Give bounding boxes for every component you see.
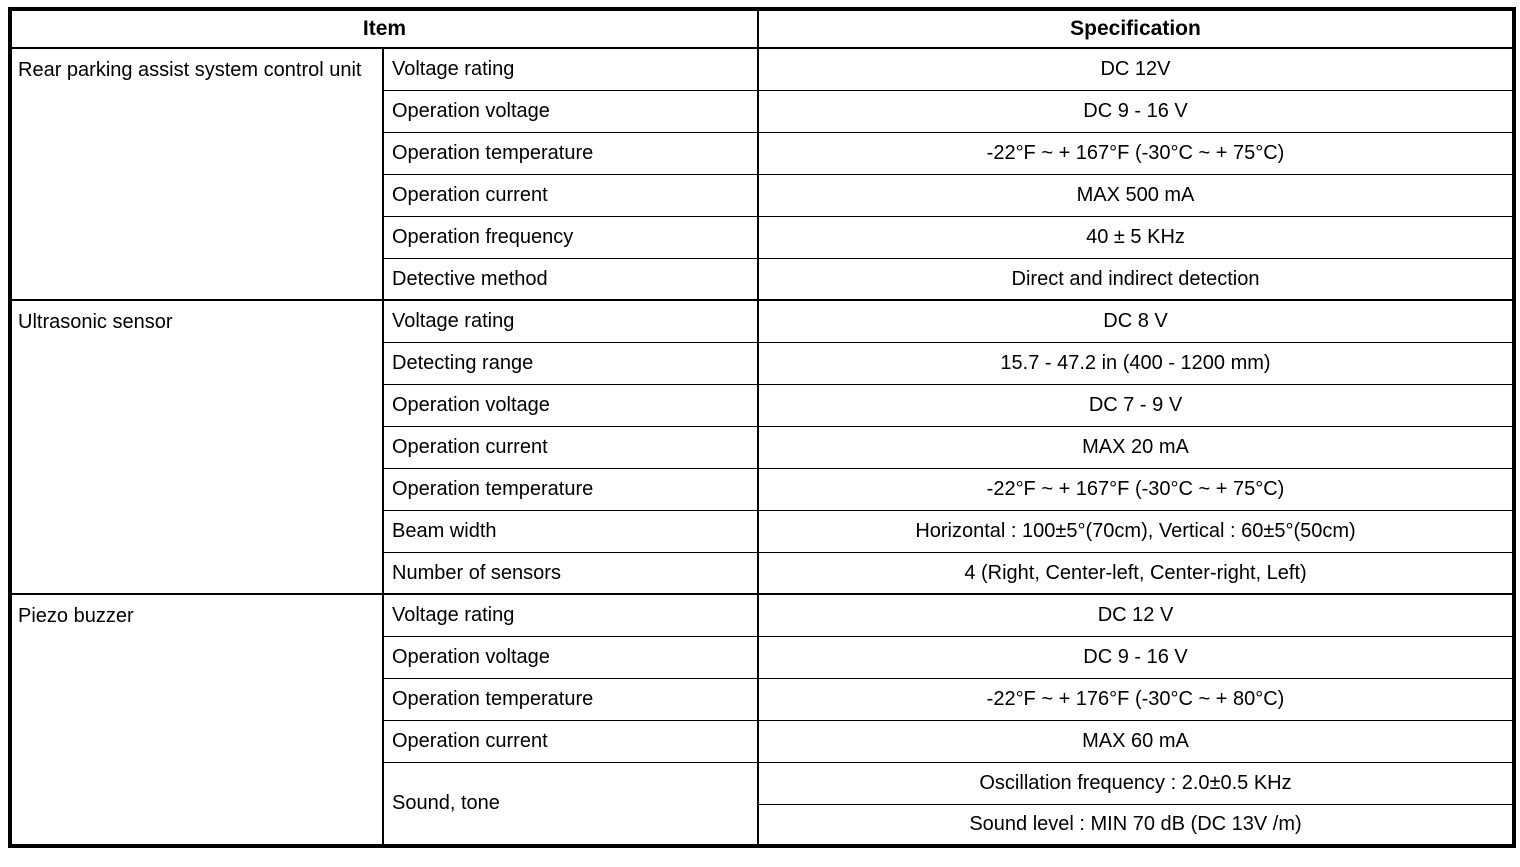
table-row: Number of sensors 4 (Right, Center-left,… [10,551,1515,595]
item-cell: Operation current [382,173,759,217]
table-row: Operation temperature -22°F ~ + 167°F (-… [10,467,1515,511]
spec-cell: 4 (Right, Center-left, Center-right, Lef… [757,551,1515,595]
spec-cell: DC 12 V [757,593,1515,637]
table-row: Operation voltage DC 7 - 9 V [10,383,1515,427]
table-row: Operation frequency 40 ± 5 KHz [10,215,1515,259]
specification-table: Item Specification Rear parking assist s… [8,7,1516,848]
spec-cell: DC 9 - 16 V [757,635,1515,679]
item-cell: Operation current [382,425,759,469]
spec-cell: Oscillation frequency : 2.0±0.5 KHz [757,761,1515,805]
item-cell: Operation frequency [382,215,759,259]
item-cell: Operation temperature [382,467,759,511]
table-row: Operation current MAX 60 mA [10,719,1515,763]
table-row: Beam width Horizontal : 100±5°(70cm), Ve… [10,509,1515,553]
spec-cell: -22°F ~ + 176°F (-30°C ~ + 80°C) [757,677,1515,721]
spec-cell: MAX 60 mA [757,719,1515,763]
item-cell: Detecting range [382,341,759,385]
spec-cell: 40 ± 5 KHz [757,215,1515,259]
spec-cell: Direct and indirect detection [757,257,1515,301]
item-cell: Operation voltage [382,89,759,133]
spec-cell: 15.7 - 47.2 in (400 - 1200 mm) [757,341,1515,385]
table-row: Operation current MAX 500 mA [10,173,1515,217]
table-row: Sound, tone Oscillation frequency : 2.0±… [10,761,1515,847]
group-label-ultrasonic-sensor: Ultrasonic sensor [9,299,384,595]
spec-cell: DC 7 - 9 V [757,383,1515,427]
item-cell: Operation temperature [382,677,759,721]
table-row: Rear parking assist system control unit … [9,47,1515,301]
column-header-item: Item [9,8,759,49]
table-row: Operation voltage DC 9 - 16 V [10,635,1515,679]
spec-cell: DC 8 V [757,299,1515,343]
spec-cell: Horizontal : 100±5°(70cm), Vertical : 60… [757,509,1515,553]
spec-cell: MAX 500 mA [757,173,1515,217]
table-row: Ultrasonic sensor Voltage rating DC 8 V [9,299,1515,595]
header-row: Item Specification [9,8,1515,49]
item-cell: Operation voltage [382,383,759,427]
spec-cell: -22°F ~ + 167°F (-30°C ~ + 75°C) [757,467,1515,511]
table-row: Detecting range 15.7 - 47.2 in (400 - 12… [10,341,1515,385]
item-cell: Beam width [382,509,759,553]
spec-cell: -22°F ~ + 167°F (-30°C ~ + 75°C) [757,131,1515,175]
spec-cell: DC 12V [757,47,1515,91]
table-row: Operation current MAX 20 mA [10,425,1515,469]
item-cell: Voltage rating [382,47,759,91]
table-row: Piezo buzzer Voltage rating DC 12 V [9,593,1515,847]
item-cell: Voltage rating [382,593,759,637]
item-cell: Detective method [382,257,759,301]
group-label-piezo-buzzer: Piezo buzzer [9,593,384,847]
spec-cell: DC 9 - 16 V [757,89,1515,133]
item-cell: Voltage rating [382,299,759,343]
table-row: Operation voltage DC 9 - 16 V [10,89,1515,133]
column-header-specification: Specification [757,8,1515,49]
table-row: Detective method Direct and indirect det… [10,257,1515,301]
table-row: Operation temperature -22°F ~ + 176°F (-… [10,677,1515,721]
item-cell: Operation voltage [382,635,759,679]
spec-cell: MAX 20 mA [757,425,1515,469]
group-label-rear-parking-assist-control-unit: Rear parking assist system control unit [9,47,384,301]
table-row: Sound level : MIN 70 dB (DC 13V /m) [10,803,1515,847]
item-cell: Number of sensors [382,551,759,595]
item-cell-sound-tone: Sound, tone [382,761,759,847]
table-row: Operation temperature -22°F ~ + 167°F (-… [10,131,1515,175]
spec-cell: Sound level : MIN 70 dB (DC 13V /m) [757,803,1515,847]
item-cell: Operation current [382,719,759,763]
item-cell: Operation temperature [382,131,759,175]
